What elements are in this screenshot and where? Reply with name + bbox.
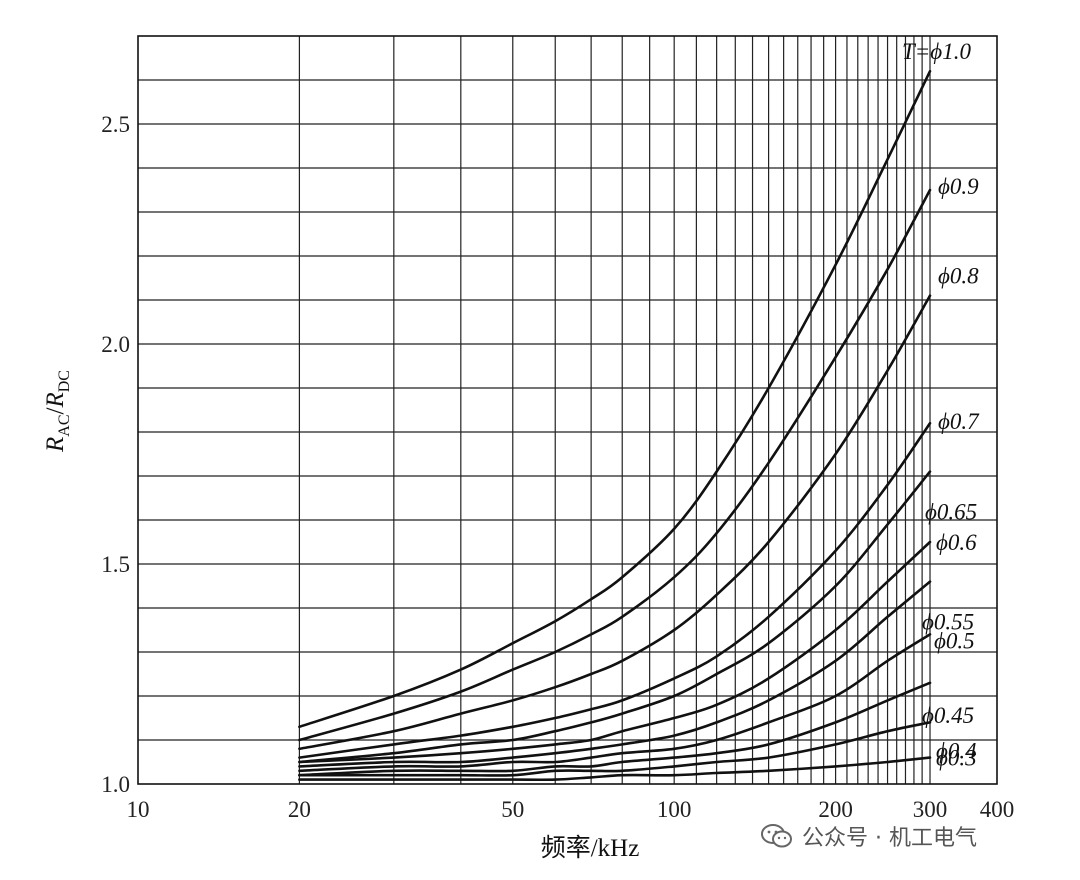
series-line bbox=[298, 633, 932, 773]
series-label: ϕ0.5 bbox=[934, 628, 975, 653]
watermark-text: 公众号 · 机工电气 bbox=[802, 826, 977, 851]
x-tick-label: 100 bbox=[657, 797, 692, 822]
y-label-r1: R bbox=[42, 436, 69, 452]
x-axis-label: 频率/kHz bbox=[540, 835, 640, 862]
y-label-sub1: AC bbox=[56, 414, 73, 437]
series-line bbox=[298, 756, 932, 782]
series-label: ϕ0.4 bbox=[936, 738, 977, 763]
series-label: ϕ0.45 bbox=[922, 703, 974, 728]
series-line bbox=[298, 188, 932, 742]
x-tick-label: 20 bbox=[288, 797, 311, 822]
series-label: T=ϕ1.0 bbox=[902, 39, 971, 64]
series-label: ϕ0.9 bbox=[938, 174, 979, 199]
y-label-r2: R bbox=[42, 392, 69, 408]
series-line bbox=[298, 69, 932, 729]
y-tick-label: 2.5 bbox=[101, 112, 130, 137]
curves bbox=[298, 69, 932, 782]
y-label-sub2: DC bbox=[56, 370, 73, 393]
series-label: ϕ0.55 bbox=[922, 610, 974, 635]
y-label-sep: / bbox=[42, 407, 69, 415]
series-label: ϕ0.6 bbox=[936, 530, 977, 555]
x-tick-label: 10 bbox=[127, 797, 150, 822]
series-line bbox=[298, 470, 932, 764]
vertical-gridlines bbox=[298, 36, 931, 784]
horizontal-gridlines bbox=[138, 79, 997, 741]
series-label: ϕ0.3 bbox=[936, 746, 977, 771]
x-tick-labels: 10 20 50 100 200 300 400 bbox=[127, 797, 1015, 822]
y-tick-labels: 1.0 1.5 2.0 2.5 bbox=[101, 112, 130, 797]
y-axis-label: RAC/RDC bbox=[18, 340, 98, 490]
series-label: ϕ0.7 bbox=[938, 409, 980, 434]
watermark: 公众号 · 机工电气 bbox=[760, 818, 977, 854]
x-tick-label: 50 bbox=[501, 797, 524, 822]
x-tick-label: 400 bbox=[980, 797, 1015, 822]
series-label: ϕ0.65 bbox=[925, 500, 977, 525]
series-label: ϕ0.8 bbox=[938, 264, 979, 289]
series-line bbox=[298, 580, 932, 768]
series-line bbox=[298, 294, 932, 751]
x-tick-label: 300 bbox=[913, 797, 948, 822]
y-tick-label: 1.5 bbox=[101, 552, 130, 577]
wechat-icon bbox=[761, 824, 792, 848]
series-line bbox=[298, 540, 932, 764]
y-tick-label: 1.0 bbox=[101, 772, 130, 797]
y-tick-label: 2.0 bbox=[101, 332, 130, 357]
series-line bbox=[298, 421, 932, 759]
x-tick-label: 200 bbox=[818, 797, 853, 822]
plot-frame bbox=[137, 35, 998, 785]
series-line bbox=[298, 681, 932, 777]
series-line bbox=[298, 721, 932, 777]
